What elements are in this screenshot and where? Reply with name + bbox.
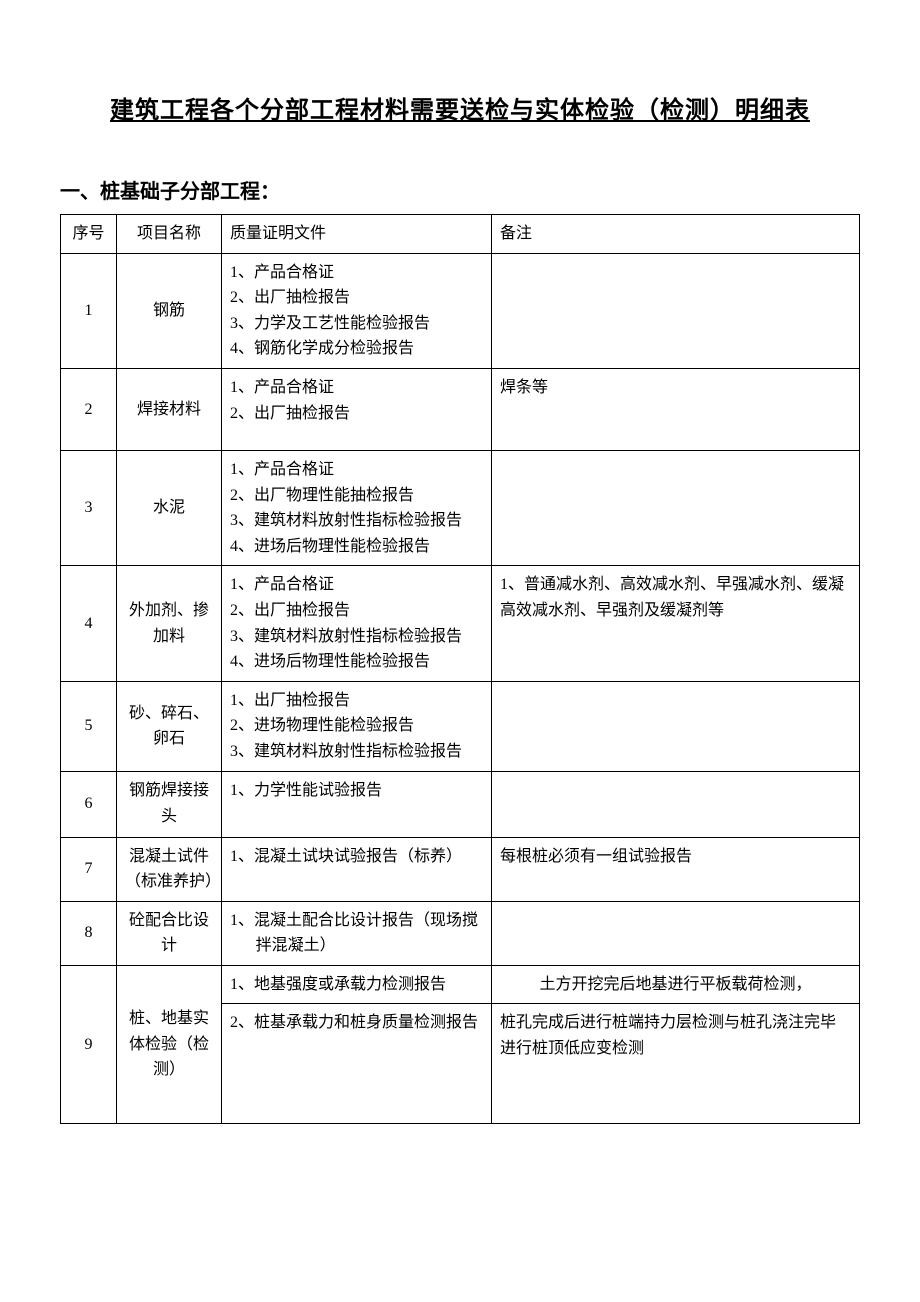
cell-note <box>492 253 860 368</box>
cell-doc-9a: 1、地基强度或承载力检测报告 <box>222 965 492 1004</box>
cell-name: 钢筋焊接接头 <box>117 771 222 837</box>
header-seq: 序号 <box>61 215 117 254</box>
table-row: 3水泥1、产品合格证2、出厂物理性能抽检报告3、建筑材料放射性指标检验报告4、进… <box>61 450 860 565</box>
cell-note <box>492 901 860 965</box>
doc-item: 2、进场物理性能检验报告 <box>230 713 483 739</box>
cell-doc: 1、混凝土试块试验报告（标养） <box>222 837 492 901</box>
cell-name: 焊接材料 <box>117 368 222 450</box>
table-body: 1钢筋1、产品合格证2、出厂抽检报告3、力学及工艺性能检验报告4、钢筋化学成分检… <box>61 253 860 965</box>
table-row: 2焊接材料1、产品合格证2、出厂抽检报告焊条等 <box>61 368 860 450</box>
cell-doc: 1、力学性能试验报告 <box>222 771 492 837</box>
cell-note <box>492 681 860 771</box>
doc-item: 3、建筑材料放射性指标检验报告 <box>230 508 483 534</box>
header-note: 备注 <box>492 215 860 254</box>
cell-seq: 5 <box>61 681 117 771</box>
doc-item: 1、产品合格证 <box>230 260 483 286</box>
cell-name: 钢筋 <box>117 253 222 368</box>
doc-item: 3、建筑材料放射性指标检验报告 <box>230 624 483 650</box>
cell-name: 砂、碎石、卵石 <box>117 681 222 771</box>
doc-item: 2、出厂抽检报告 <box>230 285 483 311</box>
doc-item: 4、进场后物理性能检验报告 <box>230 534 483 560</box>
table-header-row: 序号 项目名称 质量证明文件 备注 <box>61 215 860 254</box>
doc-item: 4、钢筋化学成分检验报告 <box>230 336 483 362</box>
header-name: 项目名称 <box>117 215 222 254</box>
section-heading: 一、桩基础子分部工程： <box>60 175 860 204</box>
cell-seq: 8 <box>61 901 117 965</box>
cell-doc: 1、混凝土配合比设计报告（现场搅拌混凝土） <box>222 901 492 965</box>
table-row: 6钢筋焊接接头 1、力学性能试验报告 <box>61 771 860 837</box>
cell-doc: 1、产品合格证2、出厂抽检报告3、力学及工艺性能检验报告4、钢筋化学成分检验报告 <box>222 253 492 368</box>
materials-table: 序号 项目名称 质量证明文件 备注 1钢筋1、产品合格证2、出厂抽检报告3、力学… <box>60 214 860 1124</box>
page-title: 建筑工程各个分部工程材料需要送检与实体检验（检测）明细表 <box>60 90 860 125</box>
doc-item: 1、混凝土试块试验报告（标养） <box>230 844 483 870</box>
cell-seq-9: 9 <box>61 965 117 1124</box>
doc-item: 2、出厂抽检报告 <box>230 598 483 624</box>
cell-note-9a: 土方开挖完后地基进行平板载荷检测， <box>492 965 860 1004</box>
cell-doc: 1、出厂抽检报告2、进场物理性能检验报告3、建筑材料放射性指标检验报告 <box>222 681 492 771</box>
cell-seq: 4 <box>61 566 117 681</box>
cell-doc-9b: 2、桩基承载力和桩身质量检测报告 <box>222 1004 492 1124</box>
cell-seq: 7 <box>61 837 117 901</box>
cell-doc: 1、产品合格证2、出厂抽检报告3、建筑材料放射性指标检验报告4、进场后物理性能检… <box>222 566 492 681</box>
cell-name: 砼配合比设计 <box>117 901 222 965</box>
cell-note <box>492 771 860 837</box>
cell-seq: 1 <box>61 253 117 368</box>
cell-note: 1、普通减水剂、高效减水剂、早强减水剂、缓凝高效减水剂、早强剂及缓凝剂等 <box>492 566 860 681</box>
cell-note <box>492 450 860 565</box>
cell-note: 每根桩必须有一组试验报告 <box>492 837 860 901</box>
doc-item: 3、建筑材料放射性指标检验报告 <box>230 739 483 765</box>
cell-note-9b: 桩孔完成后进行桩端持力层检测与桩孔浇注完毕进行桩顶低应变检测 <box>492 1004 860 1124</box>
doc-item: 3、力学及工艺性能检验报告 <box>230 311 483 337</box>
cell-seq: 3 <box>61 450 117 565</box>
doc-item: 1、力学性能试验报告 <box>230 778 483 804</box>
doc-item: 1、产品合格证 <box>230 457 483 483</box>
cell-seq: 6 <box>61 771 117 837</box>
table-row: 4外加剂、掺加料1、产品合格证2、出厂抽检报告3、建筑材料放射性指标检验报告4、… <box>61 566 860 681</box>
doc-item: 2、出厂物理性能抽检报告 <box>230 483 483 509</box>
cell-note: 焊条等 <box>492 368 860 450</box>
cell-name: 水泥 <box>117 450 222 565</box>
table-row-9a: 9 桩、地基实体检验（检测） 1、地基强度或承载力检测报告 土方开挖完后地基进行… <box>61 965 860 1004</box>
cell-name-9: 桩、地基实体检验（检测） <box>117 965 222 1124</box>
cell-doc: 1、产品合格证2、出厂抽检报告 <box>222 368 492 450</box>
table-row: 7混凝土试件（标准养护） 1、混凝土试块试验报告（标养） 每根桩必须有一组试验报告 <box>61 837 860 901</box>
doc-item: 2、出厂抽检报告 <box>230 401 483 427</box>
doc-item: 1、混凝土配合比设计报告（现场搅拌混凝土） <box>230 908 483 959</box>
header-doc: 质量证明文件 <box>222 215 492 254</box>
table-body-row9: 9 桩、地基实体检验（检测） 1、地基强度或承载力检测报告 土方开挖完后地基进行… <box>61 965 860 1124</box>
table-row: 8砼配合比设计1、混凝土配合比设计报告（现场搅拌混凝土） <box>61 901 860 965</box>
doc-item: 1、出厂抽检报告 <box>230 688 483 714</box>
cell-name: 混凝土试件（标准养护） <box>117 837 222 901</box>
doc-item: 4、进场后物理性能检验报告 <box>230 649 483 675</box>
doc-item: 1、产品合格证 <box>230 572 483 598</box>
table-row: 1钢筋1、产品合格证2、出厂抽检报告3、力学及工艺性能检验报告4、钢筋化学成分检… <box>61 253 860 368</box>
cell-doc: 1、产品合格证2、出厂物理性能抽检报告3、建筑材料放射性指标检验报告4、进场后物… <box>222 450 492 565</box>
doc-item: 1、产品合格证 <box>230 375 483 401</box>
table-row: 5砂、碎石、卵石1、出厂抽检报告2、进场物理性能检验报告3、建筑材料放射性指标检… <box>61 681 860 771</box>
cell-name: 外加剂、掺加料 <box>117 566 222 681</box>
cell-seq: 2 <box>61 368 117 450</box>
